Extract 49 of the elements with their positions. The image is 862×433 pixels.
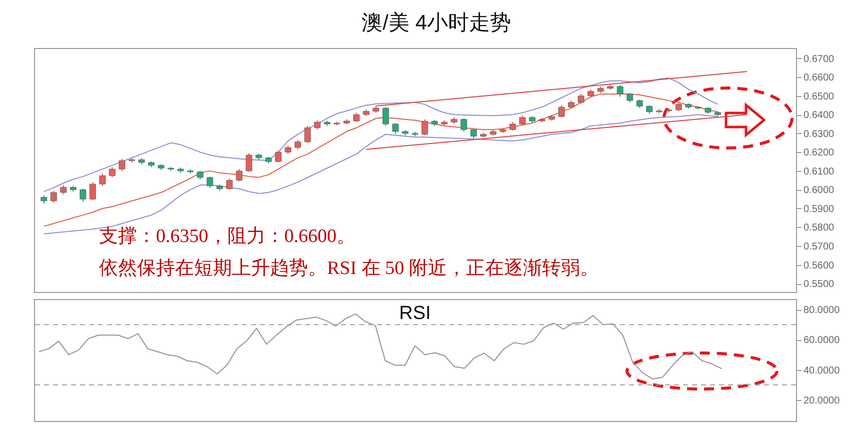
chart-title: 澳/美 4小时走势 [362,12,512,34]
candlestick [353,112,360,123]
candlestick [578,93,584,104]
y-tick-label: 0.5900 [804,204,835,215]
y-tick-label: 0.6100 [804,166,835,178]
y-tick-label: 0.5500 [804,279,835,290]
y-tick-label: 0.5700 [804,242,835,253]
annotation: 依然保持在短期上升趋势。RSI 在 50 附近，正在逐渐转弱。 [99,258,599,279]
candlestick [226,178,233,190]
candlestick [80,188,86,202]
y-tick-label: 0.6400 [804,110,835,122]
candlestick [422,118,428,136]
y-tick-label: 0.6500 [804,91,835,102]
candlestick [206,176,214,188]
y-tick-label: 40.0000 [804,365,840,376]
candlestick [314,120,321,130]
candlestick [675,101,682,112]
candlestick [294,139,302,150]
y-tick-label: 0.6000 [804,185,835,196]
chart-title: RSI [399,303,431,324]
candlestick [616,84,624,98]
candlestick [109,166,116,178]
candlestick [392,122,399,134]
candlestick [470,128,477,139]
candlestick [246,152,252,172]
y-tick-label: 0.5800 [804,222,835,234]
candlestick [118,158,126,172]
y-tick-label: 0.6200 [804,148,835,159]
annotation: 支撑：0.6350，阻力：0.6600。 [99,226,356,247]
candlestick [558,104,565,118]
candlestick [519,115,526,126]
candlestick [304,125,311,144]
candlestick [60,184,67,195]
y-tick-label: 20.0000 [804,395,840,406]
y-tick-label: 0.6600 [804,72,835,84]
candlestick [460,118,468,132]
candlestick [99,173,106,186]
y-tick-label: 0.5600 [804,260,835,272]
line-series [43,78,718,192]
candlestick [236,168,242,182]
candlestick [626,92,634,103]
candlestick [275,150,282,163]
y-tick-label: 0.6700 [804,54,835,65]
y-tick-label: 80.0000 [804,305,840,316]
candlestick [90,182,96,201]
y-tick-label: 0.6300 [804,128,835,140]
candlestick [50,190,57,204]
candlestick [382,106,389,126]
y-tick-label: 60.0000 [804,335,840,346]
